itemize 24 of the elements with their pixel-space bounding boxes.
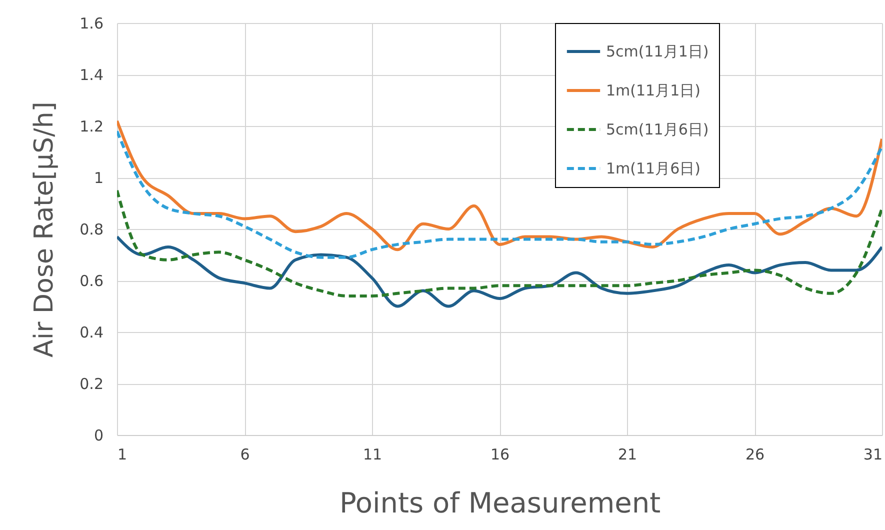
x-tick-label: 31 — [863, 446, 882, 464]
y-tick-label: 1.4 — [80, 66, 104, 84]
legend-label: 1m(11月6日) — [606, 160, 700, 178]
x-tick-label: 16 — [490, 446, 510, 464]
y-tick-label: 0.8 — [80, 220, 104, 238]
x-tick-label: 6 — [240, 446, 250, 464]
legend-label: 5cm(11月1日) — [606, 42, 709, 60]
x-tick-label: 11 — [362, 446, 382, 464]
x-axis-title: Points of Measurement — [339, 486, 661, 520]
x-tick-label: 1 — [118, 446, 128, 464]
line-series — [117, 188, 882, 298]
y-tick-label: 0.6 — [80, 272, 104, 290]
y-axis-title: Air Dose Rate[μS/h] — [30, 102, 60, 358]
y-tick-label: 1 — [94, 169, 104, 187]
y-tick-label: 1.6 — [80, 14, 104, 32]
legend-label: 5cm(11月6日) — [606, 120, 709, 138]
y-tick-label: 0 — [94, 426, 104, 444]
x-tick-label: 21 — [618, 446, 638, 464]
legend-label: 1m(11月1日) — [606, 82, 700, 100]
y-tick-label: 1.2 — [80, 118, 104, 136]
y-tick-label: 0.2 — [80, 375, 104, 393]
line-series — [117, 235, 882, 308]
x-tick-label: 26 — [745, 446, 765, 464]
y-tick-label: 0.4 — [80, 324, 104, 342]
